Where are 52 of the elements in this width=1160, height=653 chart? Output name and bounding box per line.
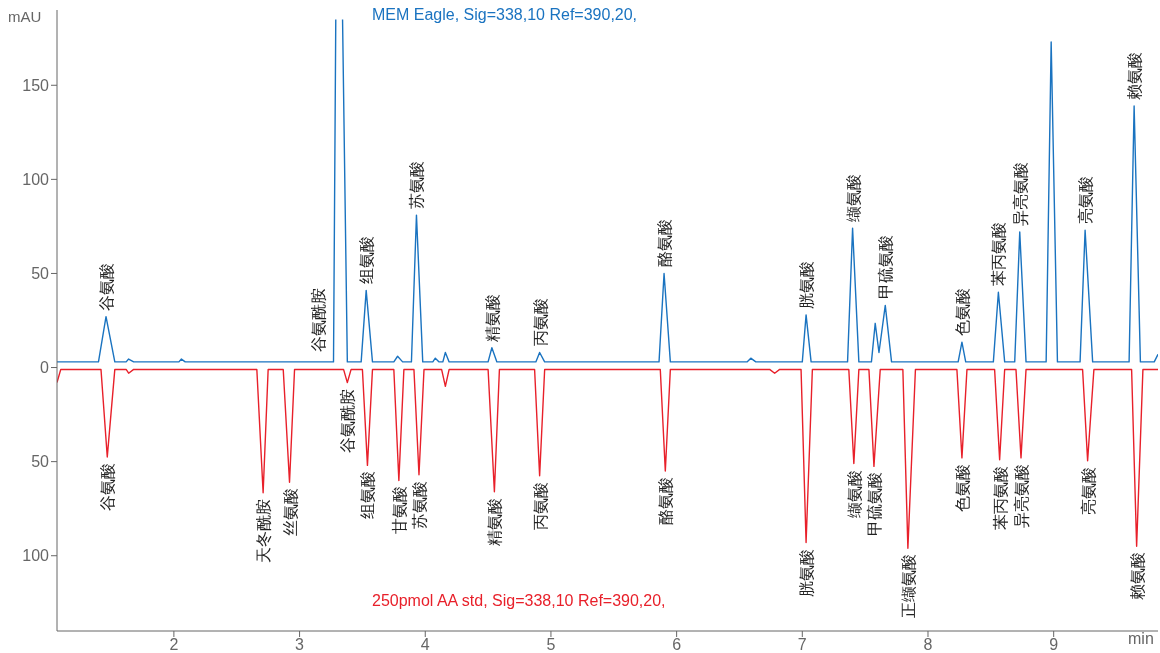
annotation: 苏氨酸 xyxy=(410,480,428,529)
annotation: 精氨酸 xyxy=(486,497,504,546)
y-tick-label: 100 xyxy=(22,547,50,565)
annotation: 缬氨酸 xyxy=(845,469,863,518)
x-tick-label: 6 xyxy=(672,636,682,653)
annotation: 色氨酸 xyxy=(953,463,971,512)
annotation: 谷氨酰胺 xyxy=(310,288,328,353)
annotation: 色氨酸 xyxy=(953,288,971,337)
y-tick-label: 0 xyxy=(40,359,50,377)
annotation: 苏氨酸 xyxy=(408,161,426,210)
x-axis-title: min xyxy=(1128,630,1154,648)
annotation: 赖氨酸 xyxy=(1128,552,1146,601)
x-tick-label: 3 xyxy=(295,636,305,653)
x-tick-label: 5 xyxy=(546,636,556,653)
text: 250pmol AA std, Sig=338,10 Ref=390,20, xyxy=(372,592,666,610)
annotation: 苯丙氨酸 xyxy=(991,465,1009,530)
annotation: 丙氨酸 xyxy=(531,481,549,530)
annotation: 酪氨酸 xyxy=(657,477,675,526)
annotation: 天冬酰胺 xyxy=(255,498,273,563)
y-tick-label: 150 xyxy=(22,76,50,94)
y-tick-label: 50 xyxy=(31,453,50,471)
annotation: 异亮氨酸 xyxy=(1011,162,1029,227)
x-tick-label: 2 xyxy=(169,636,179,653)
annotation: 甲硫氨酸 xyxy=(877,235,895,300)
annotation: 精氨酸 xyxy=(483,293,501,342)
x-tick-label: 8 xyxy=(923,636,933,653)
annotation: 苯丙氨酸 xyxy=(990,222,1008,287)
y-tick-label: 100 xyxy=(22,171,50,189)
annotation: 谷氨酸 xyxy=(98,262,116,311)
annotation: 胱氨酸 xyxy=(798,260,816,309)
annotation: 丝氨酸 xyxy=(281,488,299,537)
annotation: 正缬氨酸 xyxy=(899,554,917,619)
annotation: 赖氨酸 xyxy=(1126,51,1144,100)
x-tick-label: 4 xyxy=(420,636,430,653)
x-tick-label: 7 xyxy=(797,636,807,653)
annotation: 甘氨酸 xyxy=(390,486,408,535)
y-tick-label: 50 xyxy=(31,265,50,283)
annotation: 异亮氨酸 xyxy=(1013,463,1030,528)
series-label: MEM Eagle, Sig=338,10 Ref=390,20, xyxy=(372,6,638,24)
annotation: 酪氨酸 xyxy=(656,219,674,268)
annotation: 组氨酸 xyxy=(359,471,377,520)
annotation: 亮氨酸 xyxy=(1077,176,1095,225)
annotation: 甲硫氨酸 xyxy=(865,472,883,537)
annotation: 谷氨酰胺 xyxy=(339,388,357,453)
x-tick-label: 9 xyxy=(1049,636,1059,653)
annotation: 组氨酸 xyxy=(358,236,376,285)
annotation: 丙氨酸 xyxy=(531,298,549,347)
y-axis-title: mAU xyxy=(8,8,42,25)
annotation: 亮氨酸 xyxy=(1079,466,1097,515)
annotation: 胱氨酸 xyxy=(798,548,816,597)
annotation: 缬氨酸 xyxy=(844,174,862,223)
annotation: 谷氨酸 xyxy=(99,462,117,511)
